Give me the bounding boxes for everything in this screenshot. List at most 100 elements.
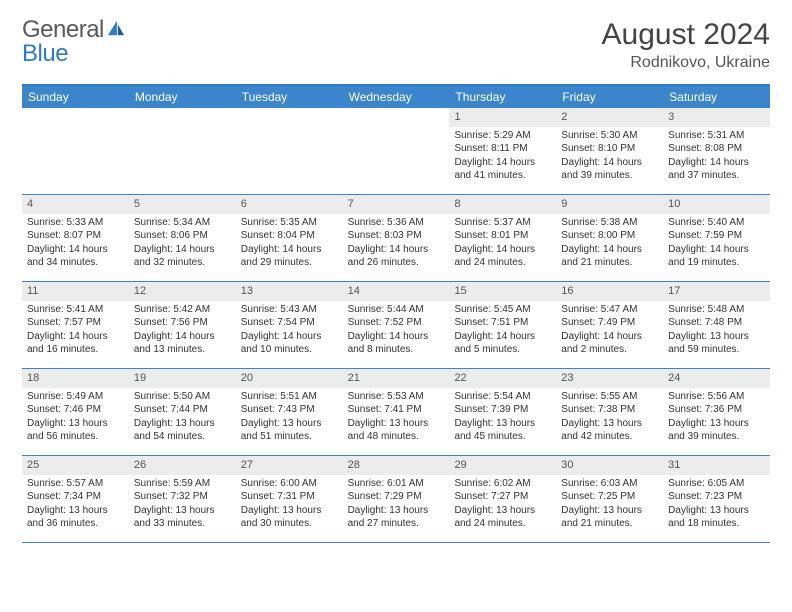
daylight-line: Daylight: 14 hours and 32 minutes. [134,243,231,270]
sunrise-line: Sunrise: 5:40 AM [668,216,765,230]
sunset-line: Sunset: 8:01 PM [454,229,551,243]
sunset-line: Sunset: 8:06 PM [134,229,231,243]
sunrise-line: Sunrise: 5:55 AM [561,390,658,404]
week-row: 1Sunrise: 5:29 AMSunset: 8:11 PMDaylight… [22,108,770,195]
day-body: Sunrise: 5:54 AMSunset: 7:39 PMDaylight:… [449,388,556,448]
week-row: 4Sunrise: 5:33 AMSunset: 8:07 PMDaylight… [22,195,770,282]
day-body: Sunrise: 6:05 AMSunset: 7:23 PMDaylight:… [663,475,770,535]
calendar: SundayMondayTuesdayWednesdayThursdayFrid… [22,84,770,543]
day-cell: 23Sunrise: 5:55 AMSunset: 7:38 PMDayligh… [556,369,663,455]
day-body: Sunrise: 5:45 AMSunset: 7:51 PMDaylight:… [449,301,556,361]
day-cell: 16Sunrise: 5:47 AMSunset: 7:49 PMDayligh… [556,282,663,368]
day-cell: 21Sunrise: 5:53 AMSunset: 7:41 PMDayligh… [343,369,450,455]
daylight-line: Daylight: 13 hours and 33 minutes. [134,504,231,531]
location: Rodnikovo, Ukraine [602,54,770,72]
sunset-line: Sunset: 7:52 PM [348,316,445,330]
day-number: 10 [663,195,770,214]
daylight-line: Daylight: 13 hours and 36 minutes. [27,504,124,531]
day-body: Sunrise: 6:03 AMSunset: 7:25 PMDaylight:… [556,475,663,535]
logo: GeneralBlue [22,18,126,66]
sunset-line: Sunset: 7:25 PM [561,490,658,504]
daylight-line: Daylight: 13 hours and 24 minutes. [454,504,551,531]
day-cell: 6Sunrise: 5:35 AMSunset: 8:04 PMDaylight… [236,195,343,281]
sunset-line: Sunset: 7:31 PM [241,490,338,504]
week-row: 11Sunrise: 5:41 AMSunset: 7:57 PMDayligh… [22,282,770,369]
weekday-header: Monday [129,86,236,108]
day-cell: 7Sunrise: 5:36 AMSunset: 8:03 PMDaylight… [343,195,450,281]
logo-text-blue: Blue [22,40,68,67]
day-body: Sunrise: 5:50 AMSunset: 7:44 PMDaylight:… [129,388,236,448]
day-cell: 4Sunrise: 5:33 AMSunset: 8:07 PMDaylight… [22,195,129,281]
sunset-line: Sunset: 7:41 PM [348,403,445,417]
sunrise-line: Sunrise: 5:43 AM [241,303,338,317]
day-number: 15 [449,282,556,301]
day-cell: 19Sunrise: 5:50 AMSunset: 7:44 PMDayligh… [129,369,236,455]
day-cell: 29Sunrise: 6:02 AMSunset: 7:27 PMDayligh… [449,456,556,542]
week-row: 18Sunrise: 5:49 AMSunset: 7:46 PMDayligh… [22,369,770,456]
day-number: 17 [663,282,770,301]
daylight-line: Daylight: 13 hours and 48 minutes. [348,417,445,444]
daylight-line: Daylight: 14 hours and 29 minutes. [241,243,338,270]
day-body: Sunrise: 5:40 AMSunset: 7:59 PMDaylight:… [663,214,770,274]
daylight-line: Daylight: 14 hours and 26 minutes. [348,243,445,270]
day-number [343,108,450,127]
sunrise-line: Sunrise: 5:35 AM [241,216,338,230]
daylight-line: Daylight: 14 hours and 8 minutes. [348,330,445,357]
daylight-line: Daylight: 13 hours and 45 minutes. [454,417,551,444]
sunset-line: Sunset: 8:07 PM [27,229,124,243]
day-cell: 9Sunrise: 5:38 AMSunset: 8:00 PMDaylight… [556,195,663,281]
day-number [129,108,236,127]
day-number: 22 [449,369,556,388]
day-cell: 22Sunrise: 5:54 AMSunset: 7:39 PMDayligh… [449,369,556,455]
daylight-line: Daylight: 13 hours and 56 minutes. [27,417,124,444]
day-number: 14 [343,282,450,301]
day-cell: 17Sunrise: 5:48 AMSunset: 7:48 PMDayligh… [663,282,770,368]
day-body: Sunrise: 5:30 AMSunset: 8:10 PMDaylight:… [556,127,663,187]
day-number [236,108,343,127]
day-number: 3 [663,108,770,127]
day-body: Sunrise: 5:37 AMSunset: 8:01 PMDaylight:… [449,214,556,274]
day-number: 9 [556,195,663,214]
daylight-line: Daylight: 14 hours and 13 minutes. [134,330,231,357]
day-number: 8 [449,195,556,214]
day-cell: 1Sunrise: 5:29 AMSunset: 8:11 PMDaylight… [449,108,556,194]
sunrise-line: Sunrise: 5:34 AM [134,216,231,230]
sunrise-line: Sunrise: 5:42 AM [134,303,231,317]
sunset-line: Sunset: 7:29 PM [348,490,445,504]
day-number [22,108,129,127]
sunrise-line: Sunrise: 6:01 AM [348,477,445,491]
day-number: 29 [449,456,556,475]
day-body: Sunrise: 5:34 AMSunset: 8:06 PMDaylight:… [129,214,236,274]
sunset-line: Sunset: 7:23 PM [668,490,765,504]
day-body: Sunrise: 5:59 AMSunset: 7:32 PMDaylight:… [129,475,236,535]
day-cell: 20Sunrise: 5:51 AMSunset: 7:43 PMDayligh… [236,369,343,455]
sunset-line: Sunset: 7:59 PM [668,229,765,243]
weekday-header: Thursday [449,86,556,108]
day-number: 24 [663,369,770,388]
sunset-line: Sunset: 8:03 PM [348,229,445,243]
daylight-line: Daylight: 13 hours and 42 minutes. [561,417,658,444]
day-body: Sunrise: 5:44 AMSunset: 7:52 PMDaylight:… [343,301,450,361]
day-cell [343,108,450,194]
daylight-line: Daylight: 14 hours and 16 minutes. [27,330,124,357]
day-cell: 14Sunrise: 5:44 AMSunset: 7:52 PMDayligh… [343,282,450,368]
sunset-line: Sunset: 7:57 PM [27,316,124,330]
day-number: 19 [129,369,236,388]
day-body: Sunrise: 5:53 AMSunset: 7:41 PMDaylight:… [343,388,450,448]
sunrise-line: Sunrise: 5:54 AM [454,390,551,404]
sunrise-line: Sunrise: 6:03 AM [561,477,658,491]
daylight-line: Daylight: 14 hours and 21 minutes. [561,243,658,270]
sunset-line: Sunset: 8:11 PM [454,142,551,156]
day-number: 28 [343,456,450,475]
day-cell: 3Sunrise: 5:31 AMSunset: 8:08 PMDaylight… [663,108,770,194]
sunrise-line: Sunrise: 6:00 AM [241,477,338,491]
header: GeneralBlue August 2024 Rodnikovo, Ukrai… [22,18,770,72]
daylight-line: Daylight: 13 hours and 30 minutes. [241,504,338,531]
day-cell: 12Sunrise: 5:42 AMSunset: 7:56 PMDayligh… [129,282,236,368]
sunset-line: Sunset: 8:10 PM [561,142,658,156]
sunrise-line: Sunrise: 5:57 AM [27,477,124,491]
day-cell: 27Sunrise: 6:00 AMSunset: 7:31 PMDayligh… [236,456,343,542]
day-body: Sunrise: 6:00 AMSunset: 7:31 PMDaylight:… [236,475,343,535]
sunrise-line: Sunrise: 5:45 AM [454,303,551,317]
sunset-line: Sunset: 7:38 PM [561,403,658,417]
